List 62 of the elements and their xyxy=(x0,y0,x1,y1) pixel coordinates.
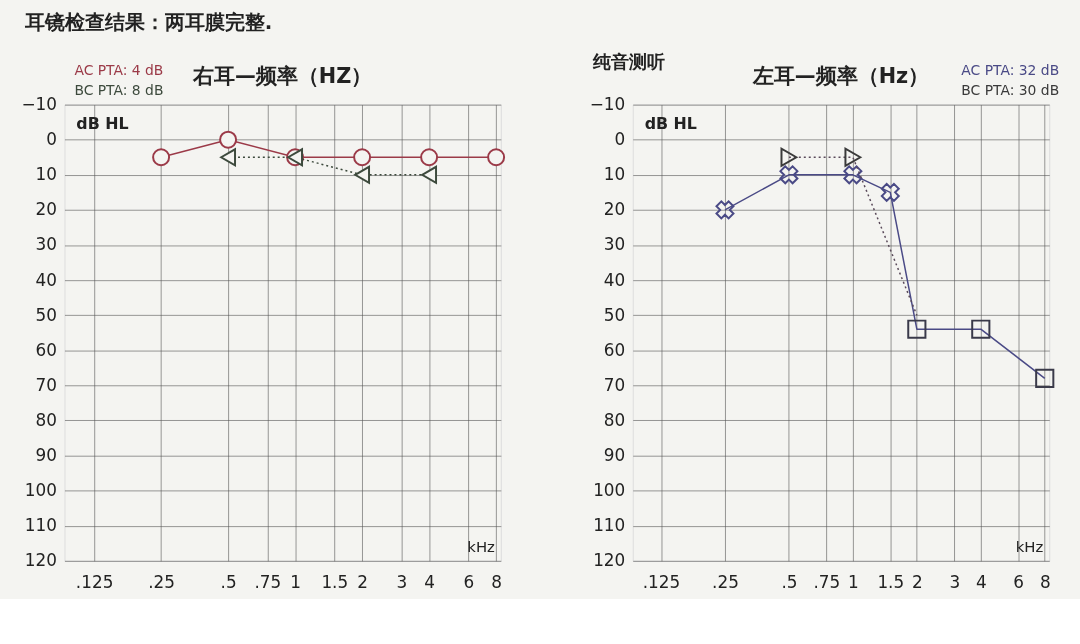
x-tick-label: 3 xyxy=(396,572,408,593)
x-tick-label: 1 xyxy=(848,572,859,593)
annotation: dB HL xyxy=(644,114,697,134)
annotation: dB HL xyxy=(76,114,129,134)
y-tick-label: 40 xyxy=(35,269,58,290)
y-tick-label: 100 xyxy=(593,480,626,501)
x-tick-label: 8 xyxy=(491,572,502,593)
y-tick-label: −10 xyxy=(589,94,626,115)
y-tick-label: 110 xyxy=(24,515,58,536)
x-tick-label: .25 xyxy=(712,572,739,593)
annotation: kHz xyxy=(467,537,496,556)
y-tick-label: 60 xyxy=(35,339,58,360)
text: BC PTA: 8 dB xyxy=(74,81,164,98)
x-tick-label: .5 xyxy=(781,572,798,593)
x-tick-label: .75 xyxy=(813,572,841,593)
x-tick-label: 3 xyxy=(949,572,961,593)
y-tick-label: 90 xyxy=(35,445,58,465)
y-tick-label: 90 xyxy=(603,445,626,465)
y-tick-label: 120 xyxy=(24,550,58,571)
y-tick-label: 70 xyxy=(603,374,626,395)
x-tick-label: .5 xyxy=(220,572,237,593)
x-tick-label: 6 xyxy=(1013,572,1025,593)
y-tick-label: 30 xyxy=(35,234,58,255)
x-tick-label: .25 xyxy=(148,572,175,593)
y-tick-label: 30 xyxy=(603,234,626,255)
y-tick-label: 50 xyxy=(603,304,626,325)
x-tick-label: 2 xyxy=(357,572,368,593)
x-tick-label: .125 xyxy=(75,572,114,593)
y-tick-label: −10 xyxy=(21,94,58,115)
x-tick-label: 2 xyxy=(911,572,923,593)
x-tick-label: 8 xyxy=(1039,572,1051,593)
annotation: kHz xyxy=(1015,537,1044,556)
text: AC PTA: 4 dB xyxy=(74,61,164,78)
y-tick-label: 0 xyxy=(46,129,58,150)
text: AC PTA: 32 dB xyxy=(961,61,1060,78)
y-tick-label: 20 xyxy=(35,199,58,220)
x-tick-label: 4 xyxy=(424,572,435,593)
y-tick-label: 50 xyxy=(35,304,58,325)
x-tick-label: 1.5 xyxy=(877,572,905,593)
y-tick-label: 20 xyxy=(603,199,626,220)
y-tick-label: 70 xyxy=(35,374,58,395)
x-tick-label: 1 xyxy=(290,572,301,593)
text: 耳镜检查结果：两耳膜完整. xyxy=(23,11,273,35)
y-tick-label: 10 xyxy=(603,164,626,185)
y-tick-label: 10 xyxy=(35,164,58,185)
chart-title: 右耳—频率（HZ） xyxy=(191,63,373,88)
chart-title: 左耳—频率（Hz） xyxy=(751,63,930,88)
y-tick-label: 110 xyxy=(593,515,626,536)
y-tick-label: 80 xyxy=(35,409,58,430)
x-tick-label: .125 xyxy=(642,572,681,593)
text: BC PTA: 30 dB xyxy=(961,81,1060,98)
y-tick-label: 80 xyxy=(603,409,626,430)
x-tick-label: 6 xyxy=(463,572,475,593)
y-tick-label: 40 xyxy=(603,269,626,290)
x-tick-label: 1.5 xyxy=(321,572,349,593)
x-tick-label: .75 xyxy=(254,572,282,593)
text: 纯音测听 xyxy=(592,50,666,72)
y-tick-label: 100 xyxy=(24,480,58,501)
y-tick-label: 120 xyxy=(593,550,626,571)
x-tick-label: 4 xyxy=(975,572,987,593)
y-tick-label: 0 xyxy=(614,129,626,150)
y-tick-label: 60 xyxy=(603,339,626,360)
